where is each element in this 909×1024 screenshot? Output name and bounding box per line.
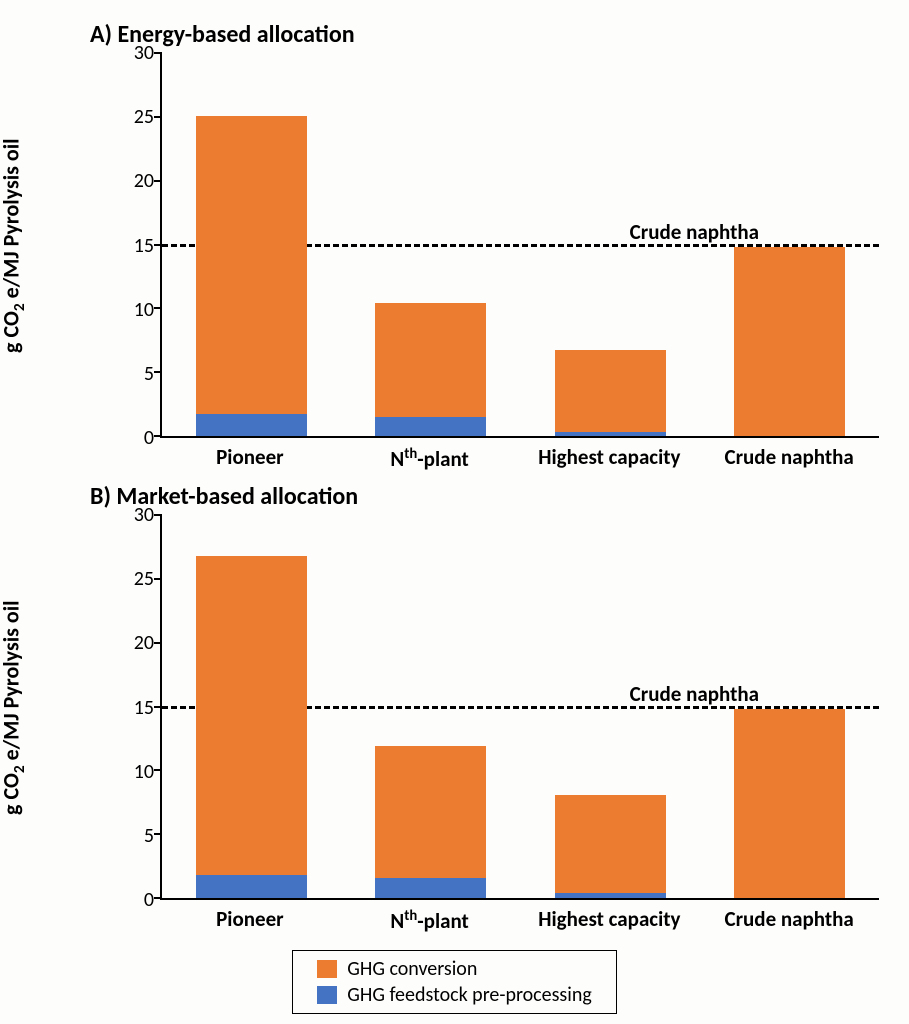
- chart-panel-a: A) Energy-based allocation g CO2 e/MJ Pyr…: [30, 20, 879, 482]
- x-label: Nth-plant: [340, 906, 520, 944]
- legend-item: GHG conversion: [317, 957, 592, 981]
- bar-pioneer: [196, 556, 307, 898]
- bar-segment-preprocessing: [196, 875, 307, 898]
- legend: GHG conversionGHG feedstock pre-processi…: [292, 950, 617, 1014]
- y-tick-label: 25: [134, 105, 154, 129]
- bar-segment-conversion: [196, 556, 307, 875]
- legend-label: GHG feedstock pre-processing: [347, 983, 592, 1007]
- bar-segment-conversion: [196, 116, 307, 415]
- y-tickmark: [154, 371, 162, 373]
- bar-segment-conversion: [555, 795, 666, 893]
- y-tick-label: 20: [134, 169, 154, 193]
- x-labels: PioneerNth-plantHighest capacityCrude na…: [160, 438, 879, 482]
- plot-row: g CO2 e/MJ Pyrolysis oil051015202530Crud…: [30, 515, 879, 900]
- plot-row: g CO2 e/MJ Pyrolysis oil051015202530Crud…: [30, 53, 879, 438]
- bar-segment-conversion: [555, 350, 666, 432]
- y-tickmark: [154, 514, 162, 516]
- y-tick-label: 15: [134, 696, 154, 720]
- legend-swatch: [317, 960, 337, 978]
- y-tick-label: 25: [134, 567, 154, 591]
- y-tickmark: [154, 116, 162, 118]
- panel-title: A) Energy-based allocation: [30, 20, 879, 49]
- y-tick-label: 10: [134, 298, 154, 322]
- legend-label: GHG conversion: [347, 957, 477, 981]
- y-tick-label: 5: [144, 362, 154, 386]
- y-tick-label: 20: [134, 631, 154, 655]
- y-tickmark: [154, 642, 162, 644]
- reference-label: Crude naphtha: [630, 219, 759, 245]
- bar-segment-preprocessing: [555, 893, 666, 898]
- legend-item: GHG feedstock pre-processing: [317, 983, 592, 1007]
- y-tick-label: 15: [134, 234, 154, 258]
- plot-area: Crude naphtha: [160, 515, 879, 900]
- y-axis-label-wrap: g CO2 e/MJ Pyrolysis oil: [30, 515, 120, 900]
- x-label: Pioneer: [160, 444, 340, 482]
- y-tick-label: 30: [134, 503, 154, 527]
- y-tickmark: [154, 307, 162, 309]
- chart-panel-b: B) Market-based allocation g CO2 e/MJ Pyr…: [30, 482, 879, 944]
- y-tick-label: 5: [144, 824, 154, 848]
- bar-segment-preprocessing: [375, 417, 486, 436]
- bar-n-plant: [375, 303, 486, 436]
- bar-n-plant: [375, 746, 486, 898]
- y-tickmark: [154, 897, 162, 899]
- bar-segment-preprocessing: [375, 878, 486, 898]
- y-tickmark: [154, 833, 162, 835]
- bar-segment-conversion: [375, 746, 486, 877]
- x-label: Nth-plant: [340, 444, 520, 482]
- legend-swatch: [317, 986, 337, 1004]
- x-label: Crude naphtha: [699, 444, 879, 482]
- reference-label: Crude naphtha: [630, 681, 759, 707]
- bar-segment-preprocessing: [196, 414, 307, 436]
- y-tickmark: [154, 52, 162, 54]
- x-label: Highest capacity: [520, 906, 700, 944]
- bar-pioneer: [196, 116, 307, 436]
- bar-highest-capacity: [555, 795, 666, 898]
- y-tickmark: [154, 706, 162, 708]
- bar-crude-naphtha: [734, 247, 845, 436]
- y-tickmark: [154, 578, 162, 580]
- y-tick-label: 0: [144, 888, 154, 912]
- x-label: Pioneer: [160, 906, 340, 944]
- y-ticks: 051015202530: [120, 53, 160, 438]
- bar-segment-preprocessing: [555, 432, 666, 436]
- y-axis-label-wrap: g CO2 e/MJ Pyrolysis oil: [30, 53, 120, 438]
- y-tick-label: 30: [134, 41, 154, 65]
- y-ticks: 051015202530: [120, 515, 160, 900]
- y-axis-label: g CO2 e/MJ Pyrolysis oil: [0, 138, 28, 352]
- y-tick-label: 10: [134, 760, 154, 784]
- panel-title: B) Market-based allocation: [30, 482, 879, 511]
- x-label: Crude naphtha: [699, 906, 879, 944]
- bar-crude-naphtha: [734, 709, 845, 898]
- plot-area: Crude naphtha: [160, 53, 879, 438]
- y-tickmark: [154, 435, 162, 437]
- bar-highest-capacity: [555, 350, 666, 436]
- x-labels: PioneerNth-plantHighest capacityCrude na…: [160, 900, 879, 944]
- bar-segment-conversion: [734, 709, 845, 898]
- y-tick-label: 0: [144, 426, 154, 450]
- y-tickmark: [154, 180, 162, 182]
- bar-segment-conversion: [734, 247, 845, 436]
- y-axis-label: g CO2 e/MJ Pyrolysis oil: [0, 600, 28, 814]
- x-label: Highest capacity: [520, 444, 700, 482]
- y-tickmark: [154, 244, 162, 246]
- bar-segment-conversion: [375, 303, 486, 417]
- y-tickmark: [154, 769, 162, 771]
